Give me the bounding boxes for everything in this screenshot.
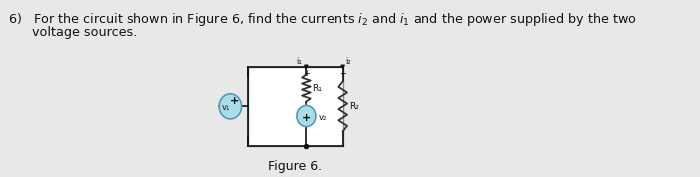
Text: voltage sources.: voltage sources. — [8, 26, 138, 39]
Text: Figure 6.: Figure 6. — [268, 160, 322, 173]
Text: 6)   For the circuit shown in Figure 6, find the currents $i_2$ and $i_1$ and th: 6) For the circuit shown in Figure 6, fi… — [8, 11, 637, 28]
Circle shape — [219, 94, 241, 119]
Text: +: + — [340, 69, 346, 78]
Text: i₂: i₂ — [345, 57, 351, 66]
Text: v₁: v₁ — [222, 103, 230, 112]
Text: v₂: v₂ — [318, 113, 327, 122]
Circle shape — [297, 105, 316, 127]
Text: R₂: R₂ — [349, 102, 360, 111]
Text: R₁: R₁ — [312, 84, 322, 93]
Text: +: + — [303, 69, 310, 78]
Bar — [248, 67, 343, 146]
Text: i₁: i₁ — [296, 57, 302, 66]
Text: +: + — [230, 96, 239, 106]
Text: +: + — [302, 113, 311, 123]
